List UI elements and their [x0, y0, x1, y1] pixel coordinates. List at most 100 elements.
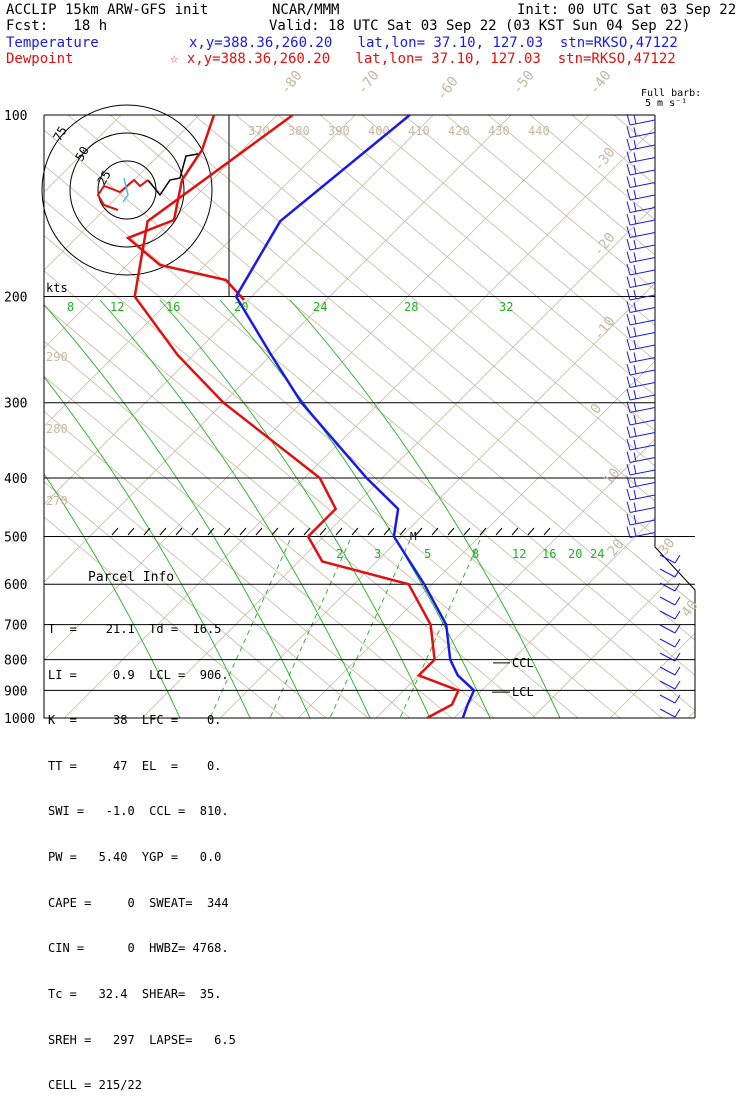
barb-shaft [629, 207, 656, 213]
barb-shaft [629, 519, 656, 526]
barb-flag [633, 502, 637, 512]
barb-flag [674, 568, 681, 578]
theta-label: 400 [368, 124, 390, 138]
isotherm-line [44, 115, 590, 718]
theta-label: 390 [328, 124, 350, 138]
tropopause-hatch [287, 527, 295, 536]
barb-flag [626, 176, 631, 188]
hodo-ring-label: 50 [72, 144, 91, 164]
barb-flag [633, 139, 637, 150]
tropopause-hatch [303, 527, 311, 536]
barb-flag [626, 276, 631, 288]
barb-flag [626, 501, 631, 513]
moist-adiabat-line [44, 299, 311, 718]
isotherm-line [297, 115, 695, 718]
hodo-storm-motion [122, 177, 129, 203]
barb-flag [633, 252, 637, 262]
isotherm-line [219, 115, 695, 718]
barb-flag [626, 488, 631, 501]
barb-flag [633, 264, 637, 275]
wind-barb [626, 176, 656, 188]
barb-flag [626, 113, 631, 126]
barb-scale-label: Full barb: [641, 88, 701, 99]
tropopause-hatch [335, 527, 343, 536]
tropopause-hatch [463, 527, 471, 536]
barb-flag [626, 413, 631, 426]
dry-adiabat-line [44, 115, 537, 718]
barb-flag [633, 439, 637, 450]
forecast-hour: Fcst: 18 h [6, 18, 108, 34]
temperature-profile [234, 114, 476, 719]
parcel-info-title: Parcel Info [88, 570, 175, 586]
temperature-location: x,y=388.36,260.20 lat,lon= 37.10, 127.03… [189, 35, 678, 51]
barb-flag [626, 213, 631, 226]
mixing-ratio-label: 12 [512, 547, 526, 561]
dry-adiabat-line [44, 115, 369, 718]
theta-label: 290 [46, 350, 68, 364]
barb-flag [674, 666, 681, 676]
barb-flag [626, 476, 631, 488]
barb-flag [626, 438, 631, 451]
dry-adiabat-line [151, 115, 695, 718]
mixing-ratio-label: 32 [499, 300, 513, 314]
parcel-row: CELL = 215/22 [48, 1078, 142, 1093]
barb-flag [626, 251, 631, 263]
pressure-tick-label: 400 [4, 472, 27, 487]
barb-flag [633, 239, 637, 250]
theta-label: 410 [408, 124, 430, 138]
parcel-row: SWI = -1.0 CCL = 810. [48, 804, 229, 819]
isotherm-label: -20 [591, 230, 619, 260]
pressure-tick-label: 600 [4, 578, 27, 593]
barb-shaft [629, 394, 656, 401]
isotherm-line [609, 115, 695, 718]
dry-adiabat-line [361, 115, 695, 718]
tropopause-hatch [367, 527, 375, 536]
barb-shaft [629, 507, 656, 513]
isotherm-label: -40 [587, 68, 615, 98]
dry-adiabat-line [613, 115, 695, 718]
mixing-ratio-label: 12 [110, 300, 124, 314]
wind-barb [626, 388, 656, 401]
pressure-tick-label: 700 [4, 619, 27, 634]
dewpoint-location: ☆ x,y=388.36,260.20 lat,lon= 37.10, 127.… [170, 51, 676, 67]
tropopause-hatch [527, 527, 535, 536]
barb-flag [626, 288, 631, 301]
tropopause-hatch [159, 527, 167, 536]
barb-flag [633, 177, 637, 187]
isotherm-label: -30 [591, 145, 619, 175]
theta-label: 270 [46, 494, 68, 508]
barb-shaft [629, 182, 656, 188]
tropopause-hatch [127, 527, 135, 536]
mixing-ratio-label: 8 [472, 547, 479, 561]
wind-barb [626, 501, 656, 513]
isotherm-label: -70 [355, 68, 383, 98]
mixing-ratio-line [399, 539, 481, 718]
wind-barb [626, 451, 656, 463]
mixing-ratio-label: 24 [590, 547, 604, 561]
tropopause-hatch [271, 527, 279, 536]
hodo-units-label: kts [46, 281, 68, 295]
barb-shaft [629, 132, 656, 138]
tropopause-hatch [479, 527, 487, 536]
isotherm-line [44, 115, 356, 718]
mixing-ratio-label: 16 [542, 547, 556, 561]
hodo-ring-label: 25 [94, 168, 113, 188]
wind-barb [626, 513, 656, 526]
org-label: NCAR/MMM [272, 2, 340, 18]
barb-shaft [629, 269, 656, 276]
barb-flag [633, 202, 637, 212]
parcel-row: PW = 5.40 YGP = 0.0 [48, 850, 222, 865]
temperature-legend: Temperature [6, 35, 99, 51]
theta-label: 370 [248, 124, 270, 138]
barb-flag [633, 114, 637, 125]
wind-barb [626, 151, 656, 163]
barb-flag [626, 138, 631, 151]
dewpoint-profile [133, 113, 461, 720]
hodo-ring-50 [69, 132, 185, 248]
isotherm-label: 10 [601, 465, 624, 488]
barb-flag [674, 554, 681, 564]
pressure-tick-label: 1000 [4, 712, 35, 727]
barb-shaft [629, 282, 656, 288]
hodo-ring-75 [41, 104, 213, 276]
dry-adiabat-line [44, 115, 411, 718]
